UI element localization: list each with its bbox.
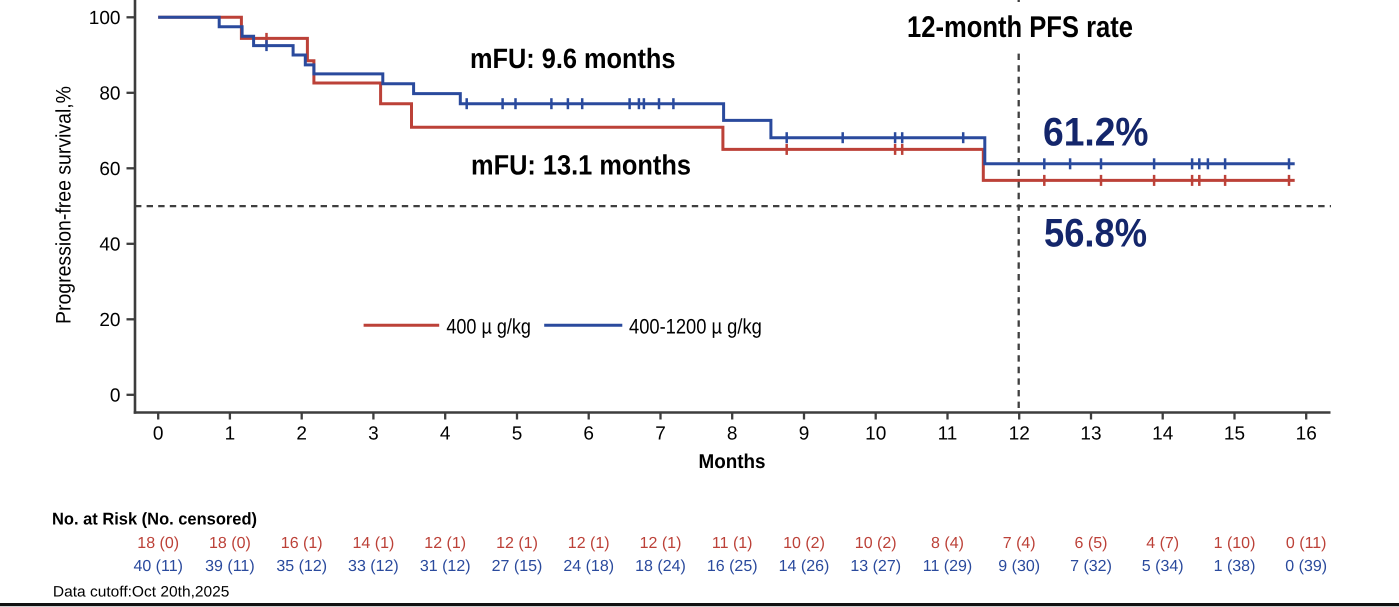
svg-text:12 (1): 12 (1) (424, 535, 466, 552)
svg-text:39 (11): 39 (11) (205, 558, 255, 575)
svg-text:1: 1 (225, 424, 236, 445)
svg-text:12-month PFS rate: 12-month PFS rate (907, 11, 1133, 44)
svg-text:18 (0): 18 (0) (137, 535, 179, 552)
svg-text:9: 9 (799, 424, 810, 445)
svg-text:18 (24): 18 (24) (635, 558, 686, 575)
svg-text:0 (39): 0 (39) (1285, 558, 1327, 575)
svg-text:1 (38): 1 (38) (1214, 558, 1256, 575)
svg-text:40: 40 (99, 234, 120, 255)
svg-text:60: 60 (99, 159, 120, 180)
svg-text:40 (11): 40 (11) (133, 558, 183, 575)
svg-text:10: 10 (865, 424, 886, 445)
svg-text:18 (0): 18 (0) (209, 535, 251, 552)
svg-text:6 (5): 6 (5) (1075, 535, 1108, 552)
svg-text:10 (2): 10 (2) (783, 535, 825, 552)
svg-text:56.8%: 56.8% (1044, 212, 1147, 256)
svg-text:0: 0 (153, 424, 164, 445)
svg-text:Data cutoff:Oct 20th,2025: Data cutoff:Oct 20th,2025 (53, 583, 230, 600)
svg-text:20: 20 (99, 310, 120, 331)
svg-text:6: 6 (583, 424, 594, 445)
svg-text:80: 80 (99, 83, 120, 104)
svg-text:8 (4): 8 (4) (931, 535, 964, 552)
svg-text:3: 3 (368, 424, 379, 445)
svg-text:11: 11 (938, 424, 958, 445)
svg-text:0: 0 (110, 385, 121, 406)
svg-text:15: 15 (1224, 424, 1245, 445)
svg-text:14 (1): 14 (1) (353, 535, 395, 552)
svg-text:13: 13 (1080, 424, 1101, 445)
svg-text:7 (32): 7 (32) (1070, 558, 1112, 575)
svg-text:61.2%: 61.2% (1043, 111, 1149, 155)
svg-text:100: 100 (89, 8, 121, 29)
svg-text:400-1200 µ g/kg: 400-1200 µ g/kg (629, 316, 762, 339)
svg-text:mFU: 13.1 months: mFU: 13.1 months (471, 150, 691, 181)
svg-text:12 (1): 12 (1) (640, 535, 682, 552)
svg-text:1 (10): 1 (10) (1214, 535, 1256, 552)
svg-text:31 (12): 31 (12) (420, 558, 471, 575)
svg-text:7 (4): 7 (4) (1003, 535, 1036, 552)
svg-text:11 (1): 11 (1) (712, 535, 753, 552)
svg-text:12: 12 (1009, 424, 1030, 445)
svg-text:4: 4 (440, 424, 451, 445)
svg-text:9 (30): 9 (30) (998, 558, 1040, 575)
svg-text:16: 16 (1296, 424, 1317, 445)
svg-text:35 (12): 35 (12) (276, 558, 327, 575)
svg-text:2: 2 (296, 424, 307, 445)
svg-text:8: 8 (727, 424, 738, 445)
svg-text:mFU: 9.6 months: mFU: 9.6 months (470, 43, 676, 74)
svg-text:10 (2): 10 (2) (855, 535, 897, 552)
svg-text:12 (1): 12 (1) (568, 535, 610, 552)
svg-text:14 (26): 14 (26) (779, 558, 830, 575)
svg-text:11 (29): 11 (29) (923, 558, 973, 575)
svg-text:12 (1): 12 (1) (496, 535, 538, 552)
svg-text:5 (34): 5 (34) (1142, 558, 1184, 575)
svg-text:13 (27): 13 (27) (850, 558, 901, 575)
svg-text:5: 5 (512, 424, 523, 445)
svg-text:Months: Months (699, 451, 766, 473)
svg-text:400 µ g/kg: 400 µ g/kg (446, 316, 531, 339)
svg-text:24 (18): 24 (18) (563, 558, 614, 575)
svg-text:No. at Risk (No. censored): No. at Risk (No. censored) (52, 510, 257, 529)
svg-text:27 (15): 27 (15) (492, 558, 543, 575)
svg-text:4 (7): 4 (7) (1146, 535, 1179, 552)
svg-text:33 (12): 33 (12) (348, 558, 399, 575)
svg-text:0 (11): 0 (11) (1286, 535, 1327, 552)
svg-text:16 (1): 16 (1) (281, 535, 323, 552)
svg-text:16 (25): 16 (25) (707, 558, 758, 575)
svg-text:7: 7 (655, 424, 666, 445)
svg-text:14: 14 (1152, 424, 1174, 445)
svg-text:Progression-free survival,%: Progression-free survival,% (53, 86, 76, 324)
